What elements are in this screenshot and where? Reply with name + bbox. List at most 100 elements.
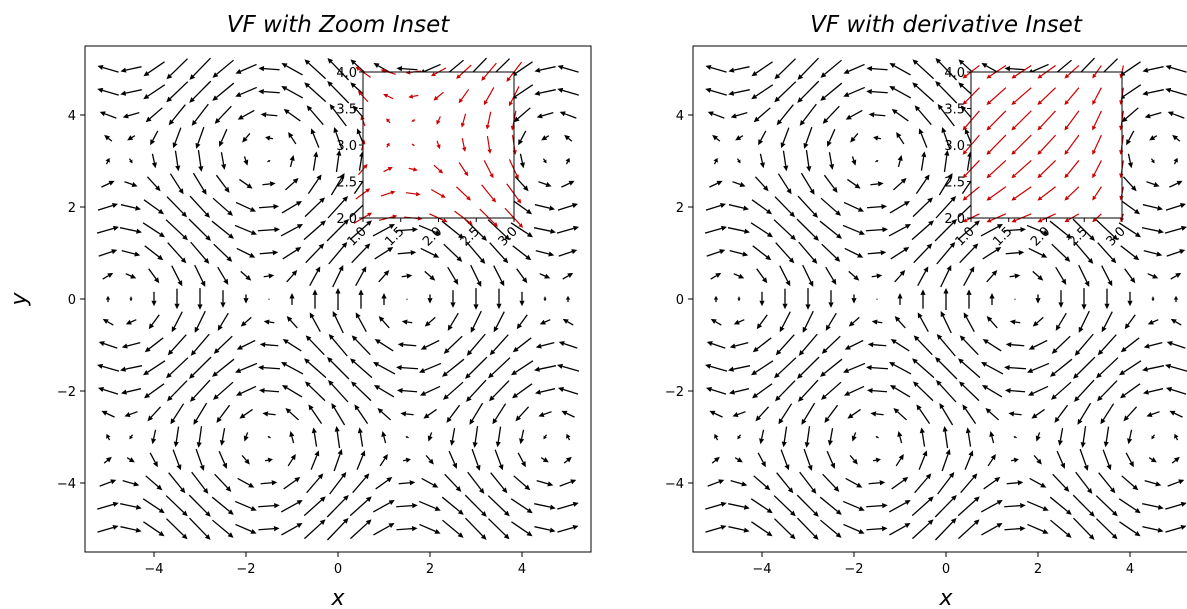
quiver-arrow	[379, 454, 388, 467]
y-tick-label: 4	[676, 109, 684, 124]
quiver-arrow	[1092, 134, 1102, 155]
quiver-arrow	[146, 176, 161, 192]
quiver-arrow	[506, 61, 523, 82]
quiver-arrow	[511, 521, 533, 537]
quiver-arrow	[536, 112, 554, 119]
quiver-arrow	[481, 184, 497, 203]
quiver-arrow	[1073, 356, 1096, 379]
quiver-arrow	[557, 363, 580, 372]
quiver-arrow	[960, 473, 978, 494]
quiver-arrow	[1027, 362, 1050, 373]
quiver-arrow	[896, 132, 905, 145]
chart-title: VF with derivative Inset	[810, 12, 1083, 38]
quiver-arrow	[821, 243, 841, 262]
quiver-arrow	[1075, 471, 1093, 494]
quiver-arrow	[1165, 87, 1187, 96]
quiver-arrow	[916, 404, 931, 425]
quiver-arrow	[539, 273, 551, 279]
quiver-arrow	[1037, 213, 1056, 223]
quiver-arrow	[512, 245, 532, 261]
quiver-arrow	[732, 411, 746, 417]
quiver-arrow	[889, 63, 911, 76]
quiver-arrow	[562, 318, 574, 326]
quiver-arrow	[819, 220, 842, 239]
quiver-arrow	[891, 109, 909, 122]
quiver-arrow	[870, 181, 884, 187]
inset-y-tick-label: 3.0	[944, 139, 965, 154]
quiver-arrow	[1166, 249, 1186, 257]
quiver-arrow	[1055, 312, 1067, 331]
quiver-arrow	[1142, 526, 1164, 533]
quiver-arrow	[757, 452, 766, 468]
quiver-arrow	[962, 134, 980, 155]
quiver-arrow	[378, 270, 390, 283]
quiver-arrow	[1148, 457, 1157, 463]
x-tick-label: 2	[1034, 562, 1042, 577]
quiver-arrow	[844, 247, 864, 258]
quiver-arrow	[557, 87, 579, 96]
quiver-arrow	[378, 316, 390, 329]
quiver-arrow	[913, 243, 933, 264]
y-axis: −4 −2 0 2 4	[57, 109, 85, 492]
quiver-arrow	[798, 241, 818, 264]
quiver-arrow	[754, 176, 769, 192]
quiver-arrow	[1037, 87, 1057, 105]
quiver-arrow	[283, 477, 301, 490]
quiver-arrow	[456, 186, 471, 201]
quiver-arrow	[267, 160, 271, 163]
quiver-arrow	[805, 150, 812, 172]
quiver-arrow	[405, 436, 409, 439]
quiver-arrow	[129, 434, 134, 440]
quiver-arrow	[958, 358, 981, 379]
quiver-arrow	[561, 410, 575, 418]
quiver-arrow	[780, 127, 790, 149]
quiver-arrow	[286, 270, 298, 283]
quiver-arrow	[517, 452, 526, 468]
quiver-arrow	[334, 426, 341, 449]
quiver-arrow	[1165, 501, 1187, 510]
quiver-arrow	[311, 427, 318, 447]
quiver-arrow	[173, 426, 180, 448]
quiver-arrow	[1003, 227, 1026, 233]
quiver-arrow	[535, 342, 555, 349]
quiver-arrow	[751, 521, 773, 537]
quiver-arrow	[536, 480, 554, 487]
quiver-arrow	[469, 402, 484, 425]
quiver-arrow	[377, 408, 392, 421]
quiver-arrow	[144, 245, 164, 261]
quiver-arrow	[147, 406, 162, 422]
quiver-arrow	[736, 158, 741, 164]
quiver-arrow	[937, 472, 955, 495]
quiver-arrow	[1101, 311, 1113, 333]
quiver-arrow	[122, 480, 140, 487]
quiver-arrow	[803, 448, 813, 471]
quiver-arrow	[280, 224, 303, 237]
quiver-arrow	[235, 385, 257, 396]
quiver-arrow	[543, 434, 548, 440]
quiver-arrow	[120, 388, 142, 395]
quiver-arrow	[281, 385, 303, 398]
inset-x-tick-label: 3.0	[496, 224, 521, 249]
quiver-arrow	[782, 150, 789, 172]
quiver-arrow	[519, 153, 525, 169]
quiver-arrow	[220, 152, 227, 170]
quiver-arrow	[327, 81, 350, 104]
quiver-arrow	[1103, 426, 1110, 448]
quiver-arrow	[565, 295, 571, 303]
quiver-arrow	[843, 63, 865, 74]
quiver-arrow	[935, 58, 958, 81]
quiver-arrow	[866, 365, 889, 371]
quiver-arrow	[423, 408, 437, 419]
quiver-arrow	[866, 89, 888, 95]
quiver-arrow	[408, 167, 418, 172]
quiver-arrow	[564, 134, 573, 142]
x-tick-label: 0	[942, 562, 950, 577]
quiver-arrow	[470, 264, 482, 287]
quiver-arrow	[406, 298, 408, 300]
quiver-arrow	[217, 266, 229, 285]
quiver-arrow	[759, 429, 765, 445]
quiver-arrow	[712, 134, 721, 142]
quiver-arrow	[533, 227, 556, 234]
quiver-arrow	[124, 181, 138, 187]
